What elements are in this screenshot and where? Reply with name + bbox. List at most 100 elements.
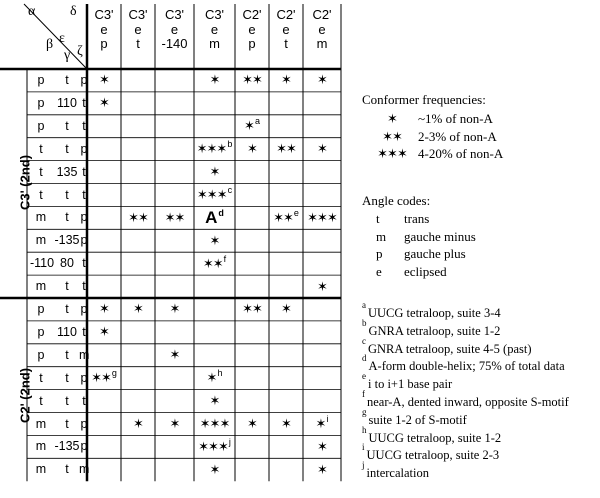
- table-cell: [155, 458, 194, 481]
- footnote-marker: a: [254, 116, 260, 127]
- row-angle-a: m: [35, 233, 47, 248]
- delta-label: δ: [70, 4, 77, 19]
- frequency-stars: ✶✶: [242, 301, 263, 317]
- footnote-marker: f: [223, 253, 227, 264]
- table-cell: [269, 275, 303, 298]
- table-cell: [155, 275, 194, 298]
- table-cell: [235, 435, 269, 458]
- corner-diagonal: [23, 3, 88, 70]
- frequency-stars: ✶✶: [202, 255, 224, 271]
- column-header-l3: m: [209, 36, 220, 51]
- table-cell: ✶ h: [194, 367, 235, 390]
- table-cell: ✶: [194, 458, 235, 481]
- footnote-key: c: [362, 335, 366, 346]
- footnote-marker: i: [326, 413, 329, 424]
- frequency-stars: ✶: [133, 301, 144, 317]
- table-cell: ✶: [303, 69, 341, 92]
- table-cell: [269, 435, 303, 458]
- table-cell: [235, 92, 269, 115]
- table-cell: ✶✶✶ j: [194, 435, 235, 458]
- footnote: aUUCG tetraloop, suite 3-4: [362, 300, 501, 321]
- frequency-stars: ✶✶✶: [307, 209, 338, 225]
- frequency-stars: ✶: [281, 72, 292, 88]
- table-cell: ✶: [194, 69, 235, 92]
- row-angle-b: 135: [56, 164, 78, 179]
- table-cell: ✶: [87, 92, 121, 115]
- row-angle-a: t: [39, 187, 43, 202]
- column-header: C3' e p: [87, 8, 121, 52]
- table-cell: [235, 458, 269, 481]
- row-angle-c: t: [82, 187, 86, 202]
- table-cell: ✶: [121, 298, 155, 321]
- footnote: bGNRA tetraloop, suite 1-2: [362, 318, 500, 339]
- table-cell: ✶✶✶: [194, 413, 235, 436]
- row-angle-a: m: [35, 416, 47, 431]
- legend-frequency-text: 4-20% of non-A: [418, 146, 504, 161]
- table-cell: [303, 390, 341, 413]
- frequency-stars: ✶: [169, 347, 181, 363]
- table-cell: ✶: [121, 413, 155, 436]
- table-cell: [303, 229, 341, 252]
- frequency-stars: ✶✶: [128, 209, 149, 225]
- footnote: hUUCG tetraloop, suite 1-2: [362, 425, 501, 446]
- table-cell: ✶: [155, 344, 194, 367]
- table-cell: ✶: [194, 390, 235, 413]
- footnote-text: i to i+1 base pair: [368, 377, 453, 392]
- footnote-text: intercalation: [366, 466, 429, 481]
- column-header-l1: C2': [276, 7, 296, 22]
- column-header-l1: C2': [312, 7, 332, 22]
- table-cell: [303, 115, 341, 138]
- beta-label: β: [46, 37, 54, 52]
- row-angle-b: t: [65, 416, 69, 431]
- table-cell: [303, 344, 341, 367]
- table-cell: ✶: [303, 435, 341, 458]
- table-cell: [121, 344, 155, 367]
- footnote: gsuite 1-2 of S-motif: [362, 407, 467, 428]
- table-cell: [235, 321, 269, 344]
- legend-stars: ✶✶✶: [377, 146, 408, 161]
- legend-frequency-text: ~1% of non-A: [418, 111, 493, 126]
- row-angle-c: p: [80, 370, 88, 385]
- table-cell: [235, 206, 269, 229]
- zeta-label: ζ: [77, 44, 83, 59]
- row-angle-b: t: [65, 462, 69, 477]
- group-label-c3: C3' (2nd): [17, 154, 33, 211]
- column-header-l2: e: [282, 21, 290, 37]
- footnote-marker: d: [218, 207, 224, 218]
- table-cell: [194, 275, 235, 298]
- frequency-stars: ✶: [209, 232, 221, 248]
- footnote: cGNRA tetraloop, suite 4-5 (past): [362, 336, 532, 357]
- footnote-marker: e: [293, 207, 299, 218]
- table-cell: [87, 435, 121, 458]
- row-angle-a: t: [39, 370, 43, 385]
- frequency-stars: ✶: [169, 415, 181, 431]
- footnote: ei to i+1 base pair: [362, 371, 453, 392]
- row-angle-a: m: [35, 210, 47, 225]
- angle-code-meaning: trans: [404, 211, 430, 226]
- row-angle-c: t: [82, 164, 86, 179]
- table-cell: ✶ a: [235, 115, 269, 138]
- angle-code-meaning: gauche minus: [404, 228, 476, 244]
- frequency-stars: ✶: [169, 301, 181, 317]
- footnote: fnear-A, dented inward, opposite S-motif: [362, 389, 569, 410]
- footnote-marker: j: [228, 436, 231, 447]
- row-angle-b: t: [65, 279, 69, 294]
- table-cell: [235, 344, 269, 367]
- table-cell: [194, 115, 235, 138]
- table-cell: [155, 184, 194, 207]
- table-cell: [269, 390, 303, 413]
- row-angle-c: t: [82, 279, 86, 294]
- alpha-label: α: [28, 4, 36, 19]
- frequency-stars: ✶: [99, 95, 110, 111]
- table-cell: ✶: [194, 229, 235, 252]
- table-cell: [155, 435, 194, 458]
- column-header-l2: e: [170, 21, 179, 37]
- table-cell: [121, 115, 155, 138]
- table-cell: [303, 321, 341, 344]
- legend-frequency-text: 2-3% of non-A: [418, 128, 497, 144]
- frequency-stars: ✶: [133, 415, 144, 431]
- row-angle-c: p: [80, 302, 88, 316]
- frequency-stars: ✶: [317, 141, 328, 157]
